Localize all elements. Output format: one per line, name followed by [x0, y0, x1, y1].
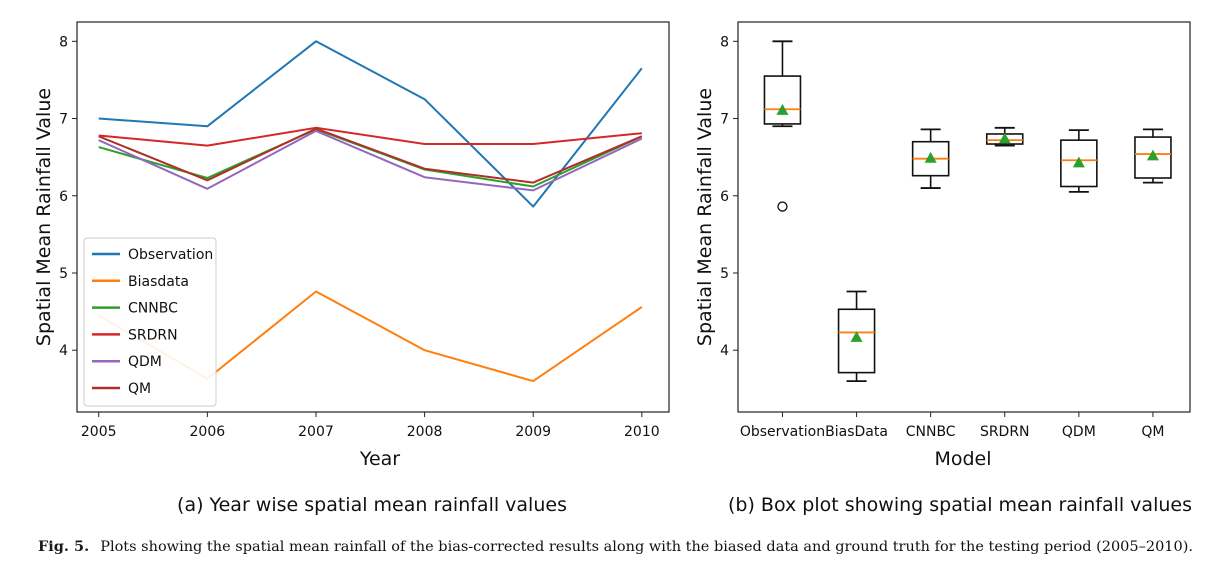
box-body-observation: [763, 75, 802, 125]
box-x-tick-label-biasdata: BiasData: [825, 424, 888, 440]
legend-label-qm: QM: [128, 381, 151, 397]
x-tick-label-2010: 2010: [624, 424, 660, 440]
box-qdm: [1060, 129, 1098, 193]
y-tick-label-5: 5: [59, 266, 68, 282]
series-line-qdm: [98, 129, 643, 192]
legend-label-observation: Observation: [128, 247, 213, 263]
box-srdrn: [985, 126, 1024, 147]
x-axis-label-a: Year: [359, 448, 400, 470]
legend-label-biasdata: Biasdata: [128, 274, 189, 290]
x-tick-label-2007: 2007: [298, 424, 334, 440]
x-tick-label-2006: 2006: [190, 424, 226, 440]
box-x-tick-label-observation: Observation: [740, 424, 825, 440]
legend-label-cnnbc: CNNBC: [128, 301, 178, 317]
box-y-tick-label-7: 7: [720, 112, 729, 128]
box-observation: [763, 40, 802, 212]
legend-label-qdm: QDM: [128, 354, 162, 370]
box-x-tick-label-qdm: QDM: [1062, 424, 1096, 440]
series-line-observation: [98, 40, 643, 208]
box-body-qm: [1134, 136, 1172, 179]
figure-caption: Fig. 5. Plots showing the spatial mean r…: [38, 539, 1193, 555]
x-tick-label-2009: 2009: [515, 424, 551, 440]
y-axis-label-b: Spatial Mean Rainfall Value: [694, 88, 716, 346]
line-chart: 4 5 6 7 8 2005 2006 2007 2008 2009 2010 Year Spatial…: [33, 21, 670, 470]
plot-frame-b: [737, 21, 1191, 413]
box-body-qdm: [1060, 139, 1098, 188]
box-biasdata: [837, 290, 876, 383]
outlier-observation-0: [777, 201, 788, 212]
legend-label-srdrn: SRDRN: [128, 327, 178, 343]
box-x-tick-label-qm: QM: [1141, 424, 1164, 440]
legend-a: Observation Biasdata CNNBC SRDRN QDM QM: [83, 237, 217, 407]
series-line-srdrn: [98, 126, 642, 147]
caption-label: Fig. 5.: [38, 539, 89, 555]
caption-text: Plots showing the spatial mean rainfall …: [100, 539, 1193, 555]
box-body-biasdata: [837, 308, 876, 374]
box-y-tick-label-8: 8: [720, 34, 729, 50]
box-y-tick-label-5: 5: [720, 266, 729, 282]
box-x-tick-label-cnnbc: CNNBC: [906, 424, 956, 440]
subcaption-a: (a) Year wise spatial mean rainfall valu…: [177, 494, 567, 516]
mean-marker-qdm: [1072, 156, 1085, 168]
x-tick-label-2005: 2005: [81, 424, 117, 440]
y-tick-label-4: 4: [59, 343, 68, 359]
plot-frame-a: [76, 21, 670, 413]
box-qm: [1134, 128, 1172, 184]
mean-marker-biasdata: [850, 331, 863, 342]
box-y-tick-label-4: 4: [720, 343, 729, 359]
box-y-tick-label-6: 6: [720, 189, 729, 205]
mean-marker-srdrn: [998, 132, 1011, 144]
mean-marker-observation: [776, 104, 789, 115]
box-plot: 4 5 6 7 8 Observation BiasData CNNBC SRDRN QDM QM M…: [694, 21, 1191, 470]
series-line-qm: [98, 127, 643, 184]
x-axis-label-b: Model: [934, 448, 991, 470]
mean-marker-cnnbc: [924, 151, 937, 163]
box-cnnbc: [911, 128, 950, 189]
y-tick-label-8: 8: [59, 34, 68, 50]
box-x-tick-label-srdrn: SRDRN: [980, 424, 1030, 440]
y-tick-label-7: 7: [59, 112, 68, 128]
y-tick-label-6: 6: [59, 189, 68, 205]
subcaption-b: (b) Box plot showing spatial mean rainfa…: [728, 494, 1192, 516]
y-axis-label-a: Spatial Mean Rainfall Value: [33, 88, 55, 346]
mean-marker-qm: [1146, 149, 1159, 161]
x-tick-label-2008: 2008: [407, 424, 443, 440]
